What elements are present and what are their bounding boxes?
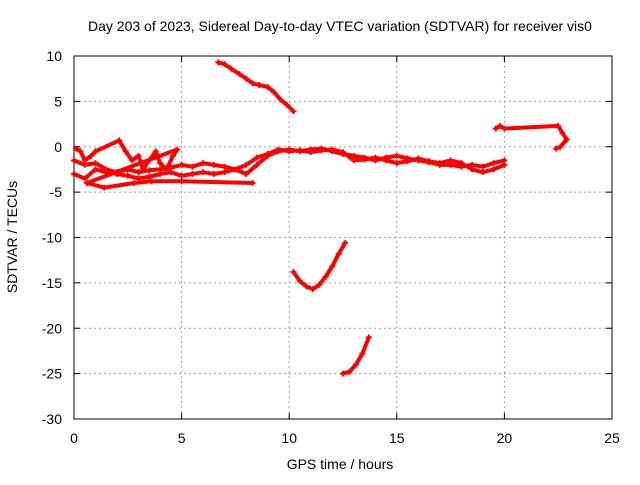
x-axis-label: GPS time / hours bbox=[287, 456, 394, 472]
x-tick-label: 25 bbox=[604, 430, 620, 446]
series-trace bbox=[493, 123, 569, 151]
grid-lines bbox=[74, 56, 612, 419]
series-trace bbox=[341, 335, 371, 376]
y-tick-label: -25 bbox=[42, 366, 62, 382]
y-tick-label: -30 bbox=[42, 411, 62, 427]
y-tick-label: 0 bbox=[54, 139, 62, 155]
axis-ticks: 0 5 10 15 20 25 10 5 0 -5 -10 -15 -20 -25 -30 bbox=[42, 48, 620, 446]
series-trace bbox=[291, 240, 348, 292]
series-trace bbox=[72, 147, 507, 175]
x-tick-label: 0 bbox=[70, 430, 78, 446]
series-trace bbox=[216, 60, 296, 114]
chart-title: Day 203 of 2023, Sidereal Day-to-day VTE… bbox=[88, 18, 592, 34]
data-points bbox=[71, 59, 570, 377]
x-tick-label: 5 bbox=[178, 430, 186, 446]
series-arc-top bbox=[215, 59, 297, 115]
y-tick-label: -5 bbox=[50, 184, 63, 200]
series-trace bbox=[74, 138, 255, 190]
x-tick-label: 10 bbox=[281, 430, 297, 446]
y-tick-label: -15 bbox=[42, 275, 62, 291]
x-tick-label: 15 bbox=[389, 430, 405, 446]
series-arc-low bbox=[340, 334, 372, 377]
x-tick-label: 20 bbox=[497, 430, 513, 446]
series-arc-mid bbox=[290, 239, 349, 293]
y-tick-label: -10 bbox=[42, 230, 62, 246]
series-spikes-early bbox=[73, 137, 256, 191]
y-tick-label: -20 bbox=[42, 320, 62, 336]
y-axis-label: SDTVAR / TECUs bbox=[4, 181, 20, 293]
series-late-fragments bbox=[492, 122, 570, 152]
y-tick-label: 10 bbox=[46, 48, 62, 64]
series-band-b bbox=[71, 146, 508, 176]
y-tick-label: 5 bbox=[54, 93, 62, 109]
